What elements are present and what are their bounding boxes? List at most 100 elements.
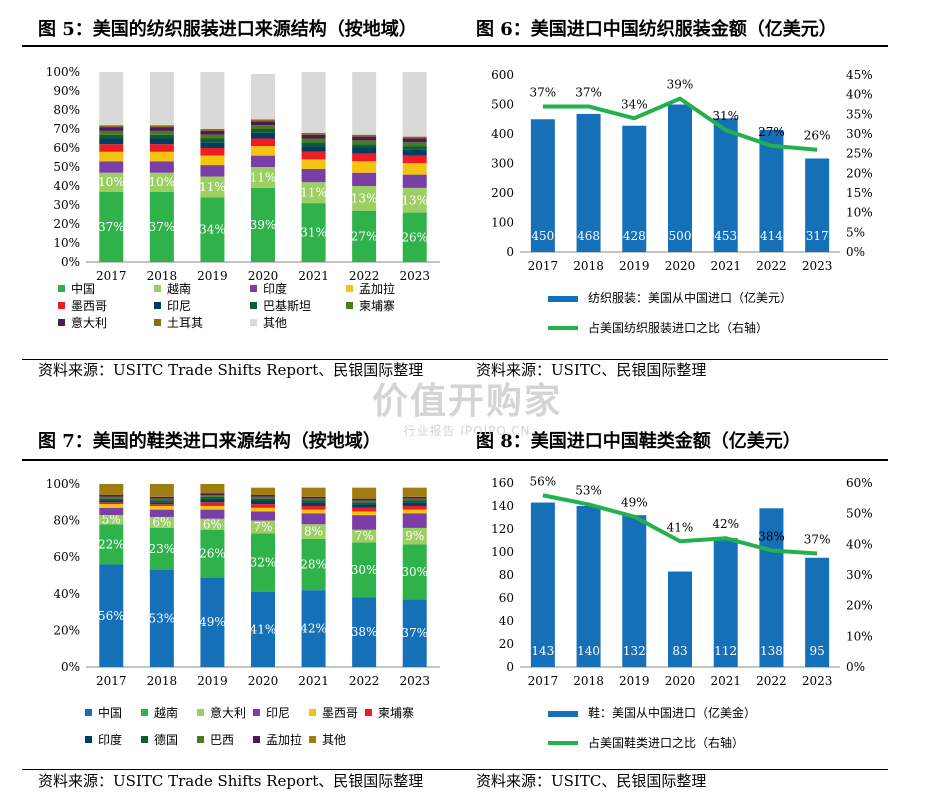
fig7-xtick: 2020	[248, 674, 279, 688]
fig7-bar-segment	[402, 502, 427, 506]
fig7-bar-segment	[200, 518, 225, 530]
fig7-bar-segment	[352, 515, 377, 530]
fig5-bar-segment	[149, 125, 174, 128]
fig7-bar-segment	[301, 496, 326, 499]
fig6-bar-label: 317	[806, 229, 829, 243]
fig5-bar-segment	[251, 146, 275, 156]
fig7-data-label: 30%	[351, 563, 378, 577]
fig8-bar	[759, 508, 784, 667]
fig5-bar-segment	[149, 134, 174, 139]
fig5-legend-label: 其他	[263, 316, 287, 330]
fig5-bar-segment	[352, 72, 377, 135]
fig8-line-label: 38%	[758, 529, 785, 543]
fig7-bar-segment	[251, 504, 275, 508]
fig7-bar-segment	[99, 507, 124, 516]
fig6-title: 图 6：美国进口中国纺织服装金额（亿美元）	[476, 19, 837, 40]
fig8-bar	[805, 557, 830, 667]
fig7-bar-segment	[149, 516, 174, 528]
fig5-bar-segment	[352, 186, 377, 211]
fig8-bar-label: 143	[531, 644, 554, 658]
fig6-bar-label: 428	[623, 229, 646, 243]
fig6-legend-line-label: 占美国纺织服装进口之比（右轴）	[588, 320, 768, 335]
fig7-legend-swatch	[365, 709, 372, 716]
fig8-xtick: 2023	[802, 674, 833, 688]
fig7-bar-segment	[200, 498, 225, 503]
fig7-data-label: 53%	[149, 612, 176, 626]
fig7-bar-segment	[251, 494, 275, 497]
fig5-bar-segment	[251, 138, 275, 147]
fig7-bar-segment	[149, 502, 174, 505]
fig7-data-label: 9%	[405, 529, 424, 543]
fig7-bar-segment	[200, 577, 225, 667]
fig7-bar-segment	[251, 500, 275, 505]
fig5-ytick: 100%	[46, 65, 80, 79]
fig7-legend-label: 意大利	[210, 705, 246, 720]
fig6-xtick: 2017	[528, 259, 559, 273]
fig6-share-line	[542, 96, 818, 152]
fig7-bar-segment	[251, 591, 275, 667]
fig7-legend-swatch	[197, 736, 204, 743]
fig7-xtick: 2017	[96, 674, 127, 688]
fig7-bar-segment	[402, 527, 427, 545]
fig7-bar-segment	[251, 496, 275, 499]
fig8-line-label: 49%	[621, 496, 648, 510]
fig5-data-label: 27%	[351, 229, 378, 243]
fig7-bar-segment	[251, 533, 275, 592]
fig8-ytick: 80	[499, 568, 514, 582]
fig7-bar-segment	[251, 498, 275, 501]
fig7-legend-swatch	[253, 736, 260, 743]
fig5-data-label: 11%	[250, 170, 277, 184]
fig6-y2tick: 10%	[846, 206, 873, 220]
fig5-bar-segment	[251, 119, 275, 122]
fig7-bar-segment	[301, 502, 326, 506]
fig5-bar-segment	[402, 187, 427, 213]
fig5-bar-segment	[149, 151, 174, 162]
fig8-bar	[530, 502, 555, 667]
fig7-bar-segment	[99, 524, 124, 565]
fig7-bar-segment	[402, 498, 427, 501]
fig6-bar	[530, 119, 555, 252]
fig8-y2tick: 50%	[846, 507, 873, 521]
fig8-xtick: 2021	[710, 674, 741, 688]
fig6-legend-bar-label: 纺织服装：美国从中国进口（亿美元）	[588, 290, 792, 305]
fig5-bar-segment	[251, 132, 275, 139]
fig5-bar-segment	[200, 148, 225, 156]
fig6-xtick: 2023	[802, 259, 833, 273]
fig7-bar-segment	[99, 496, 124, 499]
fig6-ytick: 600	[491, 68, 514, 82]
fig5-bar-segment	[352, 144, 377, 148]
fig7-bar-segment	[352, 511, 377, 516]
fig7-legend-swatch	[253, 709, 260, 716]
fig8-bar-label: 140	[577, 644, 600, 658]
fig5-bar-segment	[200, 165, 225, 177]
fig5-xtick: 2021	[298, 269, 329, 283]
fig8-ytick: 40	[499, 614, 514, 628]
fig5-ytick: 20%	[53, 217, 80, 231]
fig5-legend-swatch	[58, 319, 65, 326]
fig7-bar-segment	[402, 544, 427, 600]
fig8-bar-label: 132	[623, 644, 646, 658]
fig5-xtick: 2018	[147, 269, 178, 283]
fig5-bar-segment	[99, 125, 124, 128]
fig7-bar-segment	[301, 487, 326, 497]
fig7-legend-label: 德国	[154, 732, 178, 747]
fig5-legend-label: 巴基斯坦	[263, 299, 311, 313]
fig8-xtick: 2018	[573, 674, 604, 688]
fig5-bar-segment	[402, 142, 427, 147]
fig5-bar-segment	[251, 167, 275, 188]
fig7-data-label: 7%	[253, 520, 272, 534]
fig5-bar-segment	[352, 148, 377, 154]
fig7-bar-segment	[149, 509, 174, 517]
fig5-data-label: 13%	[351, 191, 378, 205]
fig8-share-line	[542, 493, 818, 556]
fig7-bar-segment	[251, 511, 275, 521]
fig5-ytick: 80%	[53, 103, 80, 117]
fig5-bar-segment	[99, 172, 124, 192]
fig5-xtick: 2020	[248, 269, 279, 283]
fig8-bar	[668, 571, 692, 667]
fig5-data-label: 37%	[149, 220, 176, 234]
fig5-bar-segment	[200, 176, 225, 198]
fig7-bar-segment	[149, 504, 174, 506]
fig6-bar	[668, 104, 692, 252]
fig5-bar-segment	[99, 72, 124, 126]
